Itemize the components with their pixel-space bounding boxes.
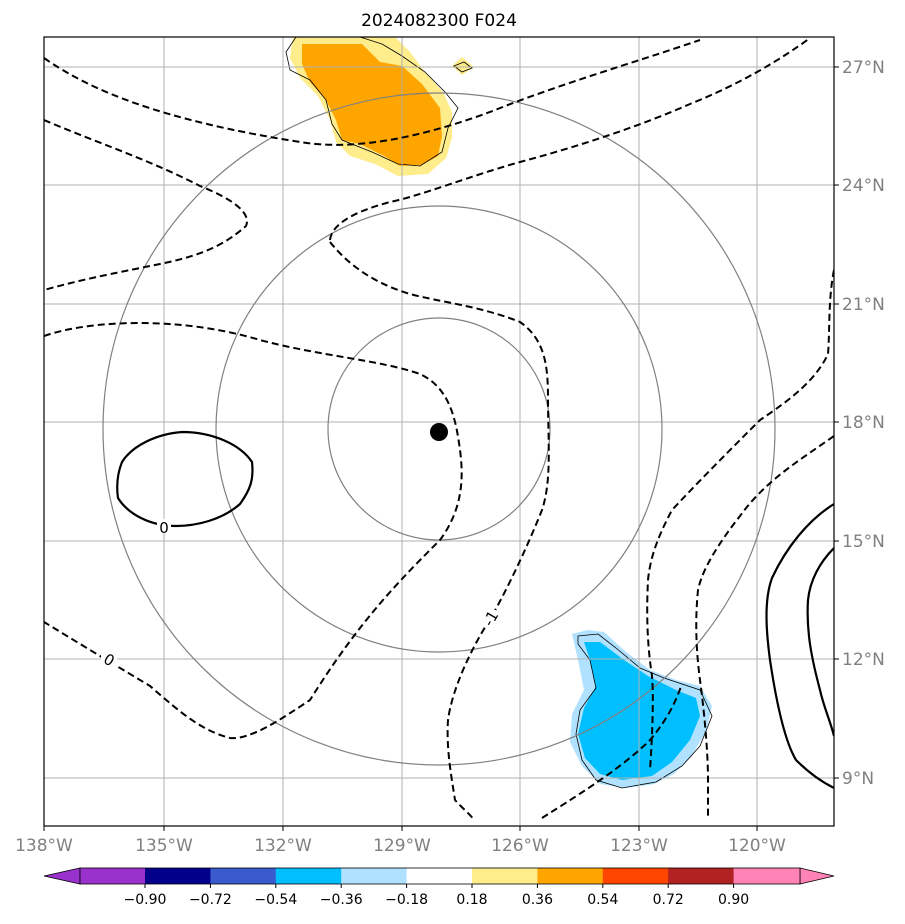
solid-contour-east-inner [806,547,834,737]
colorbar-tick-label: 0.54 [587,892,618,908]
positive-contour-line [285,37,459,167]
latitude-labels: 27°N 24°N 21°N 18°N 15°N 12°N 9°N [842,58,885,789]
colorbar-extend-low [43,867,81,885]
colorbar-segment [80,868,145,884]
gridlines [44,37,834,826]
axis-ticks [43,66,839,831]
colorbar-segment [210,868,277,884]
lon-label-123w: 123°W [610,836,668,856]
colorbar-segment [275,868,342,884]
positive-shade-small [452,57,474,75]
colorbar-segment [602,868,669,884]
dashed-contour-7 [695,435,834,818]
colorbar-tick-label: −0.54 [254,892,297,908]
dashed-contour-1 [44,39,701,146]
lon-label-126w: 126°W [491,836,549,856]
lon-label-138w: 138°W [15,836,73,856]
colorbar-segment [537,868,604,884]
dashed-contour-3 [44,322,463,740]
colorbar-segment [668,868,735,884]
lon-label-132w: 132°W [254,836,312,856]
negative-contour-line [575,633,713,789]
colorbar-tick-label: 0.18 [456,892,487,908]
plot-frame [43,36,835,827]
contour-label-0-west: 0 [159,519,169,537]
dashed-contour-2 [44,119,248,291]
solid-contours [116,430,834,789]
dashed-contour-8 [541,683,683,819]
colorbar-tick-label: 0.72 [653,892,684,908]
dashed-contour-5 [329,241,550,821]
lat-label-18n: 18°N [842,413,885,433]
colorbar-segment [406,868,473,884]
positive-shade-mid [302,44,442,166]
colorbar-tick-label: 0.36 [522,892,553,908]
lat-label-12n: 12°N [842,650,885,670]
positive-anomaly-shading [285,37,474,176]
plot-area: 0 0 -1 [44,37,834,826]
lon-label-129w: 129°W [373,836,431,856]
colorbar-tick-label: 0.90 [718,892,749,908]
range-ring-6deg [215,205,663,653]
colorbar-tick-label: −0.18 [385,892,428,908]
lat-label-21n: 21°N [842,295,885,315]
lat-label-9n: 9°N [842,769,874,789]
lat-label-24n: 24°N [842,176,885,196]
contour-label-bg-3 [482,610,498,626]
figure-title: 2024082300 F024 [361,11,517,31]
colorbar-segment [472,868,538,884]
colorbar-frame [79,867,801,885]
contour-label-bg-2 [101,652,117,666]
contour-label-bg-1 [157,519,171,533]
colorbar-tick-label: −0.90 [124,892,167,908]
contour-labels: 0 0 -1 [100,519,502,670]
colorbar-tick-label: −0.72 [189,892,232,908]
solid-contour-west-closed [116,430,254,528]
solid-contour-east-outer [765,503,834,789]
storm-center-marker [430,423,448,441]
dashed-contours [44,37,834,821]
lon-label-135w: 135°W [135,836,193,856]
colorbar-segments [80,868,800,884]
longitude-labels: 138°W 135°W 132°W 129°W 126°W 123°W 120°… [15,836,786,856]
colorbar-segment [145,868,211,884]
range-rings [102,92,776,766]
dashed-contour-6 [646,269,834,771]
lat-label-27n: 27°N [842,58,885,78]
positive-contour-small [453,61,473,73]
colorbar: −0.90 −0.72 −0.54 −0.36 −0.18 0.18 0.36 0.54 0.7… [43,867,835,908]
lat-label-15n: 15°N [842,532,885,552]
colorbar-ticks: −0.90 −0.72 −0.54 −0.36 −0.18 0.18 0.36 0.54 0.7… [124,884,749,908]
lon-label-120w: 120°W [728,836,786,856]
colorbar-segment [733,868,800,884]
colorbar-extend-high [799,867,835,885]
range-ring-9deg [102,92,776,766]
colorbar-segment [341,868,408,884]
colorbar-tick-label: −0.36 [320,892,363,908]
